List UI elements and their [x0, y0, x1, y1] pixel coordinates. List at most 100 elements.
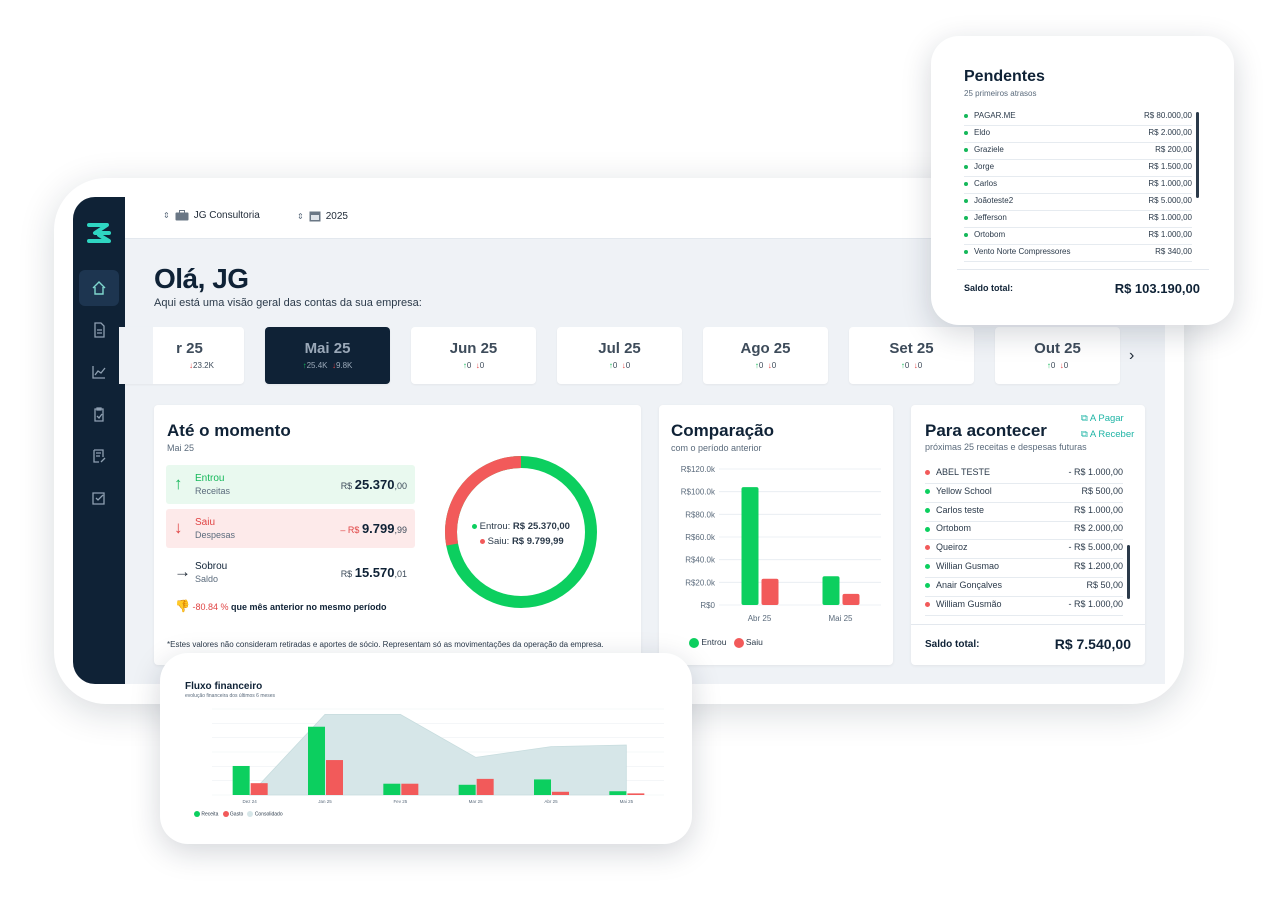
arrow-up-icon: ↑	[174, 474, 183, 493]
bar-entrou	[741, 487, 759, 605]
year-selector[interactable]: ⇕ 2025	[297, 210, 348, 222]
company-selector[interactable]: ⇕ JG Consultoria	[163, 210, 260, 221]
list-item[interactable]: Ortobom R$ 2.000,00	[925, 523, 1123, 541]
sidebar-item-tasks[interactable]	[79, 396, 119, 432]
a-receber-link[interactable]: ⧉ A Receber	[1081, 429, 1135, 440]
panel-title: Para acontecer	[925, 421, 1047, 440]
list-item[interactable]: Carlos teste R$ 1.000,00	[925, 505, 1123, 522]
y-tick-label: R$40.0k	[685, 556, 716, 565]
list-item[interactable]: Yellow School R$ 500,00	[925, 486, 1123, 503]
thumbs-down-icon: 👎	[175, 599, 190, 613]
y-tick-label: R$120.0k	[681, 465, 716, 474]
list-item[interactable]: William Gusmão - R$ 1.000,00	[925, 599, 1123, 616]
donut-slice-saiu	[445, 456, 522, 546]
donut-chart	[445, 456, 597, 608]
arrow-down-icon: ↓	[174, 518, 183, 537]
legend-out-swatch	[733, 637, 744, 648]
scrollbar[interactable]	[1127, 545, 1130, 599]
chevron-updown-icon: ⇕	[163, 211, 170, 220]
month-card[interactable]: Set 25 ↑0 ↓0	[849, 327, 974, 384]
pendentes-card: Pendentes 25 primeiros atrasos PAGAR.ME R…	[931, 36, 1234, 325]
month-card[interactable]: Ago 25 ↑0 ↓0	[703, 327, 828, 384]
fluxo-legend: Receita Gasto Consolidado	[194, 811, 283, 817]
para-acontecer-panel: Para acontecer próximas 25 receitas e de…	[911, 405, 1145, 665]
x-tick-label: Dez 24	[243, 799, 258, 804]
bar-receita	[534, 779, 551, 795]
comparison-bar-chart: R$0 R$20.0k R$40.0k R$60.0k R$80.0k R$100.0k R…	[681, 465, 881, 623]
sidebar-item-home[interactable]	[79, 270, 119, 306]
list-item[interactable]: Vento Norte Compressores R$ 340,00	[964, 247, 1192, 262]
company-name: JG Consultoria	[193, 210, 260, 221]
list-item[interactable]: Ortobom R$ 1.000,00	[964, 230, 1192, 245]
sidebar-item-reports[interactable]	[79, 354, 119, 390]
y-tick-label: R$60.0k	[685, 533, 716, 542]
comparison-note: 👎 -80.84 % que mês anterior no mesmo per…	[175, 599, 387, 613]
total-label: Saldo total:	[925, 639, 980, 650]
document-icon	[94, 322, 105, 338]
sidebar-item-notes[interactable]	[79, 438, 119, 474]
x-tick-label: Abr 25	[748, 614, 772, 623]
home-icon	[92, 281, 106, 295]
bar-saiu	[761, 578, 779, 605]
donut-label-in: Entrou: R$ 25.370,00	[472, 521, 570, 532]
bar-gasto	[326, 760, 343, 795]
donut-label-out: Saiu: R$ 9.799,99	[480, 536, 564, 547]
year-value: 2025	[325, 210, 348, 222]
arrow-right-icon: →	[174, 562, 191, 581]
list-item[interactable]: Jorge R$ 1.500,00	[964, 162, 1192, 177]
list-item[interactable]: Jefferson R$ 1.000,00	[964, 213, 1192, 228]
bar-gasto	[401, 783, 419, 795]
panel-title: Até o momento	[167, 421, 291, 440]
sidebar	[73, 197, 125, 684]
calendar-icon	[309, 211, 321, 222]
list-item[interactable]: Queiroz - R$ 5.000,00	[925, 542, 1123, 560]
sidebar-item-check[interactable]	[79, 480, 119, 516]
comparacao-panel: Comparação com o período anterior R$0 R$2…	[659, 405, 893, 665]
fluxo-chart: Dez 24 Jan 25 Fev 25 Mar 25 Abr 25 Mai 25	[212, 708, 664, 804]
month-card[interactable]: Jul 25 ↑0 ↓0	[557, 327, 682, 384]
panel-subtitle: próximas 25 receitas e despesas futuras	[925, 442, 1087, 452]
y-tick-label: R$0	[700, 601, 715, 610]
x-tick-label: Jan 25	[318, 799, 332, 804]
list-item[interactable]: PAGAR.ME R$ 80.000,00	[964, 111, 1192, 126]
fluxo-card: Fluxo financeiro evolução financeira dos…	[160, 653, 692, 844]
x-tick-label: Mai 25	[828, 614, 853, 623]
pendentes-total-value: R$ 103.190,00	[1114, 281, 1200, 296]
y-tick-label: R$20.0k	[685, 578, 716, 587]
bar-gasto	[552, 791, 569, 795]
month-card[interactable]: Out 25 ↑0 ↓0	[995, 327, 1120, 384]
total-value: R$ 7.540,00	[1054, 636, 1131, 652]
sidebar-item-documents[interactable]	[79, 312, 119, 348]
list-item[interactable]: Graziele R$ 200,00	[964, 145, 1192, 160]
chevron-updown-icon: ⇕	[297, 211, 304, 221]
edit-list-icon	[93, 449, 106, 463]
list-item[interactable]: ABEL TESTE - R$ 1.000,00	[925, 467, 1123, 484]
list-item[interactable]: Eldo R$ 2.000,00	[964, 128, 1192, 143]
sobrou-row: → Sobrou Saldo R$ 15.570,01	[174, 561, 407, 584]
a-pagar-link[interactable]: ⧉ A Pagar	[1081, 413, 1124, 424]
bar-gasto	[250, 783, 268, 795]
page-subtitle: Aqui está uma visão geral das contas da …	[154, 297, 422, 309]
list-item[interactable]: Joãoteste2 R$ 5.000,00	[964, 196, 1192, 211]
footnote: *Estes valores não consideram retiradas …	[167, 640, 604, 649]
app-logo-icon[interactable]	[85, 219, 113, 247]
y-tick-label: R$80.0k	[685, 510, 716, 519]
month-card[interactable]: Jun 25 ↑0 ↓0	[411, 327, 536, 384]
month-card-active[interactable]: Mai 25 ↑25.4K ↓9.8K	[265, 327, 390, 384]
x-tick-label: Fev 25	[393, 799, 407, 804]
ate-momento-panel: Até o momento Mai 25 ↑ Entrou Receitas R…	[154, 405, 641, 665]
list-item[interactable]: Willian Gusmao R$ 1.200,00	[925, 561, 1123, 578]
fluxo-title: Fluxo financeiro	[185, 681, 263, 692]
bar-receita	[609, 791, 627, 795]
scrollbar[interactable]	[1196, 112, 1199, 198]
bar-receita	[383, 783, 401, 795]
panel-title: Comparação	[671, 421, 774, 440]
list-item[interactable]: Anair Gonçalves R$ 50,00	[925, 580, 1123, 597]
fluxo-subtitle: evolução financeira dos últimos 6 meses	[185, 693, 276, 699]
clipboard-check-icon	[94, 407, 104, 422]
bar-receita	[458, 784, 476, 795]
month-card[interactable]: r 25 ↓23.2K	[119, 327, 244, 384]
list-item[interactable]: Carlos R$ 1.000,00	[964, 179, 1192, 194]
pendentes-total-label: Saldo total:	[964, 283, 1013, 293]
carousel-next-button[interactable]: ›	[1129, 347, 1135, 364]
